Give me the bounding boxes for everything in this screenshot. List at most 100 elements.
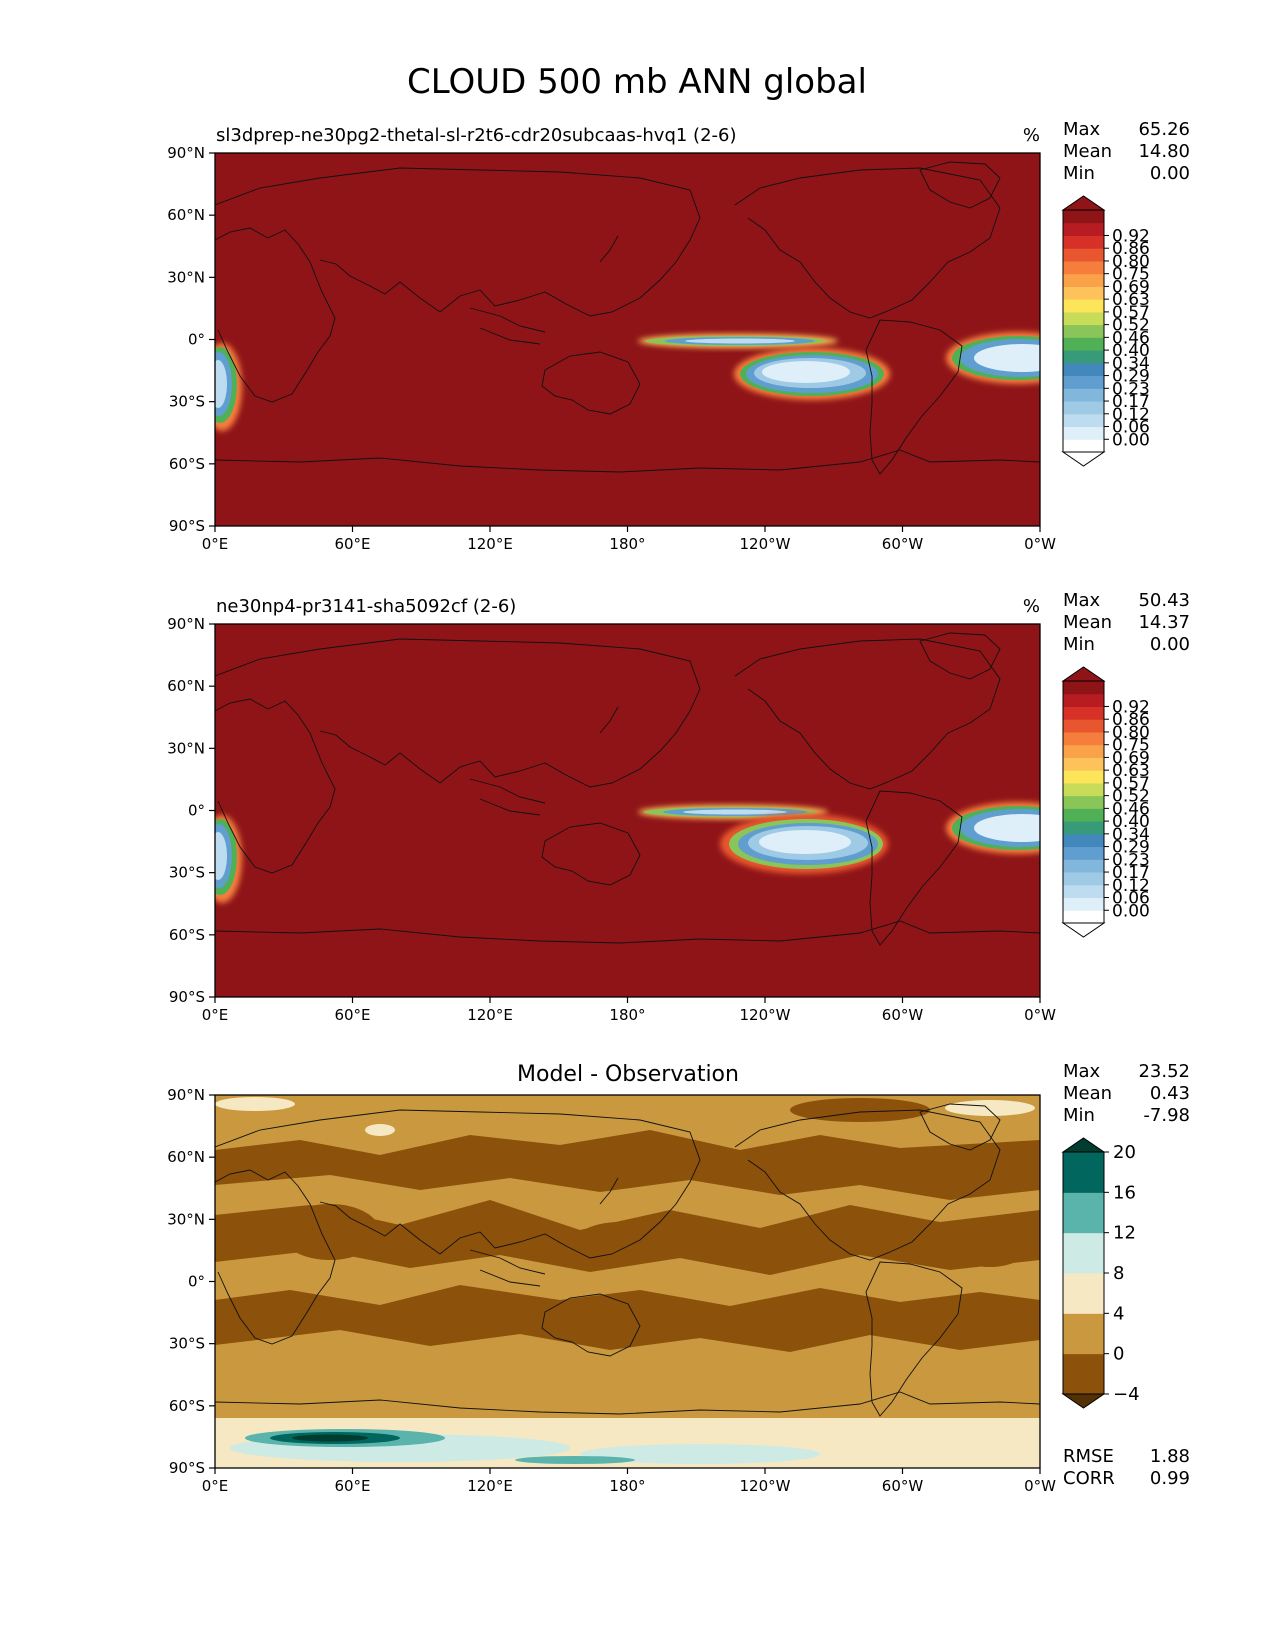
stat-min-label: Min	[1063, 163, 1095, 184]
colorbar-band	[1063, 744, 1104, 758]
colorbar-band	[1063, 706, 1104, 720]
positive-antarctic-darkest	[292, 1434, 368, 1442]
stat-mean-value: 0.43	[1150, 1083, 1190, 1104]
x-tick-label: 180°	[609, 1006, 645, 1024]
colorbar-observation: 0.920.860.800.750.690.630.570.520.460.40…	[1061, 666, 1150, 938]
colorbar-tick-label: 0.80	[1112, 723, 1150, 743]
colorbar-band	[1063, 770, 1104, 784]
y-tick-label: 90°N	[167, 1086, 205, 1104]
colorbar-band	[1063, 401, 1104, 415]
colorbar-tick-label: 0.34	[1112, 354, 1150, 374]
y-tick-label: 90°S	[169, 517, 205, 535]
x-tick-label: 60°E	[334, 535, 370, 553]
x-tick-label: 60°W	[882, 1477, 924, 1495]
y-tick-label: 0°	[188, 331, 205, 349]
colorbar-band	[1063, 1192, 1104, 1234]
colorbar-extend-min	[1061, 1393, 1106, 1409]
y-tick-label: 30°S	[169, 864, 205, 882]
colorbar-band	[1063, 757, 1104, 771]
figure-title: CLOUD 500 mb ANN global	[407, 62, 867, 102]
colorbar-tick-label: 0.52	[1112, 787, 1150, 807]
x-tick-label: 180°	[609, 535, 645, 553]
colorbar-band	[1063, 311, 1104, 326]
panel-observation: ne30np4-pr3141-sha5092cf (2-6) % Max 50.…	[167, 590, 1190, 1024]
x-tick-label: 60°E	[334, 1477, 370, 1495]
y-tick-label: 30°N	[167, 268, 205, 286]
panel-model-stats: Max 65.26 Mean 14.80 Min 0.00	[1063, 119, 1190, 184]
axis-ticks-difference: 0°E 60°E 120°E 180° 120°W 60°W 0°W 90°N 60°N 30°N…	[167, 1086, 1056, 1495]
x-tick-label: 0°W	[1024, 535, 1056, 553]
map-background	[215, 624, 1040, 997]
colorbar-tick-label: 0.63	[1112, 761, 1150, 781]
x-tick-label: 0°E	[202, 1477, 229, 1495]
colorbar-band	[1063, 872, 1104, 886]
colorbar-band	[1063, 286, 1104, 300]
colorbar-tick-label: 0.06	[1112, 418, 1150, 438]
y-tick-label: 0°	[188, 1273, 205, 1291]
x-tick-label: 120°W	[740, 1477, 791, 1495]
colorbar-band	[1063, 273, 1104, 287]
x-tick-label: 0°W	[1024, 1477, 1056, 1495]
colorbar-tick-label: 0.69	[1112, 277, 1150, 297]
colorbar-band	[1063, 235, 1104, 249]
metric-rmse-label: RMSE	[1063, 1446, 1114, 1467]
negative-anomaly-fields	[215, 1098, 1040, 1352]
low-cloud-regions	[215, 802, 1040, 903]
colorbar-tick-label: 0.17	[1112, 863, 1150, 883]
negative-patch-pacific	[575, 1222, 665, 1262]
metric-corr-value: 0.99	[1150, 1468, 1190, 1489]
y-tick-label: 60°S	[169, 926, 205, 944]
colorbar-tick-label: 0.75	[1112, 736, 1150, 756]
axis-ticks-model: 0°E 60°E 120°E 180° 120°W 60°W 0°W 90°N 60°N 30°N…	[167, 144, 1056, 553]
positive-patch-siberia	[365, 1124, 395, 1136]
stat-max-label: Max	[1063, 1061, 1101, 1082]
region-trop-atlantic-center	[974, 814, 1040, 842]
stat-mean-label: Mean	[1063, 612, 1112, 633]
colorbar-tick-label: 0.00	[1112, 430, 1150, 450]
positive-patch-arctic-west	[215, 1097, 295, 1111]
x-tick-label: 180°	[609, 1477, 645, 1495]
colorbar-tick-label: 4	[1113, 1303, 1124, 1324]
colorbar-band	[1063, 910, 1104, 924]
x-tick-label: 60°W	[882, 1006, 924, 1024]
colorbar-tick-label: 0.52	[1112, 316, 1150, 336]
colorbar-band	[1063, 260, 1104, 275]
stat-mean-value: 14.80	[1138, 141, 1190, 162]
panel-difference-metrics: RMSE 1.88 CORR 0.99	[1063, 1446, 1190, 1489]
x-tick-label: 60°E	[334, 1006, 370, 1024]
colorbar-tick-label: 0.00	[1112, 901, 1150, 921]
colorbar-band	[1063, 693, 1104, 707]
x-tick-label: 0°W	[1024, 1006, 1056, 1024]
colorbar-band	[1063, 719, 1104, 733]
colorbar-extend-max	[1061, 195, 1106, 211]
colorbar-tick-label: 0.23	[1112, 850, 1150, 870]
positive-antarctic-teal-east	[515, 1456, 635, 1464]
stat-min-value: 0.00	[1150, 634, 1190, 655]
stat-max-value: 65.26	[1138, 119, 1190, 140]
colorbar-tick-label: 0.29	[1112, 838, 1150, 858]
colorbar-band	[1063, 337, 1104, 351]
colorbar-tick-label: 0.80	[1112, 252, 1150, 272]
stat-min-value: -7.98	[1143, 1105, 1190, 1126]
y-tick-label: 30°S	[169, 1335, 205, 1353]
x-tick-label: 0°E	[202, 1006, 229, 1024]
colorbar-tick-label: 12	[1113, 1223, 1136, 1244]
colorbar-band	[1063, 782, 1104, 797]
colorbar-band	[1063, 324, 1104, 338]
colorbar-band	[1063, 210, 1104, 224]
colorbar-tick-label: 20	[1113, 1142, 1136, 1163]
stat-max-value: 50.43	[1138, 590, 1190, 611]
panel-observation-stats: Max 50.43 Mean 14.37 Min 0.00	[1063, 590, 1190, 655]
stat-min-label: Min	[1063, 634, 1095, 655]
metric-rmse-value: 1.88	[1150, 1446, 1190, 1467]
x-tick-label: 120°W	[740, 1006, 791, 1024]
colorbar-tick-label: 0.57	[1112, 774, 1150, 794]
colorbar-extend-max	[1061, 1137, 1106, 1153]
low-cloud-regions	[215, 332, 1040, 431]
colorbar-band	[1063, 248, 1104, 262]
colorbar-tick-label: 0.12	[1112, 405, 1150, 425]
y-tick-label: 60°N	[167, 1148, 205, 1166]
colorbar-tick-label: 0.57	[1112, 303, 1150, 323]
colorbar-tick-label: 0.63	[1112, 290, 1150, 310]
colorbar-tick-label: 0.92	[1112, 226, 1150, 246]
